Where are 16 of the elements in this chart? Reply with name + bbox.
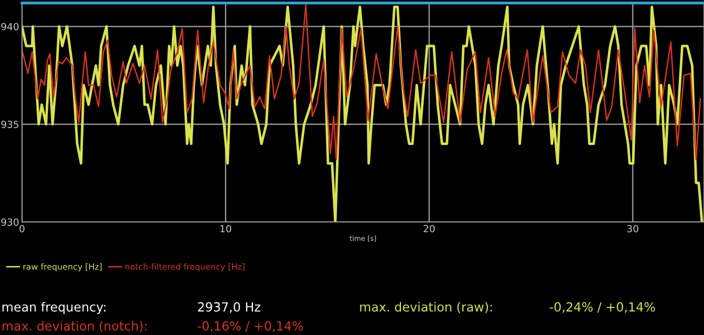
x-tick-label: 30	[627, 224, 638, 232]
text: 2937,0 Hz	[198, 302, 260, 313]
legend-label: raw frequency [Hz]	[23, 263, 102, 272]
text: -0,16% / +0,14%	[198, 321, 303, 332]
y-tick-label: 930	[1, 218, 19, 226]
text: max. deviation (notch):	[2, 320, 146, 332]
text: mean frequency:	[2, 302, 106, 314]
legend-label: notch-filtered frequency [Hz]	[126, 263, 244, 272]
text: max. deviation (raw):	[360, 302, 492, 314]
y-tick-label: 940	[1, 22, 19, 30]
x-tick-label: 10	[220, 224, 232, 232]
text: -0,24% / +0,14%	[550, 302, 655, 313]
line-series	[22, 4, 702, 160]
x-tick-label: 20	[424, 224, 435, 232]
x-tick-label: 0	[20, 224, 24, 232]
y-tick-label: 935	[1, 120, 18, 128]
